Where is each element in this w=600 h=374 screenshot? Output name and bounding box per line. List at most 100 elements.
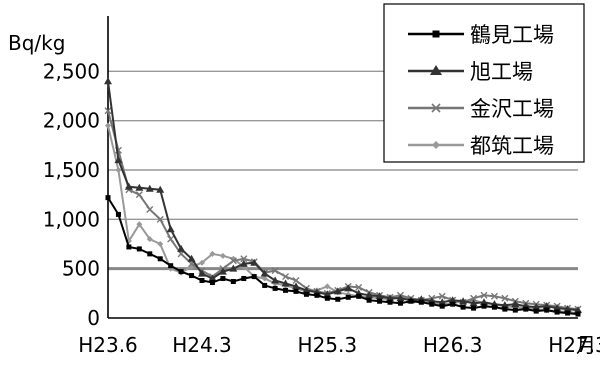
data-point xyxy=(471,305,477,311)
data-point xyxy=(450,301,456,307)
data-point xyxy=(292,277,300,285)
data-point xyxy=(240,255,248,263)
data-point xyxy=(292,282,300,290)
data-point xyxy=(229,257,237,265)
data-point xyxy=(565,310,571,316)
data-point xyxy=(563,305,572,313)
data-point xyxy=(136,221,143,228)
data-point xyxy=(229,264,238,272)
data-point xyxy=(553,304,562,312)
data-point xyxy=(272,285,278,291)
data-point xyxy=(199,259,205,266)
data-point xyxy=(387,299,393,305)
data-point xyxy=(219,252,226,259)
data-point xyxy=(490,292,498,300)
data-point xyxy=(429,301,435,307)
data-point xyxy=(460,304,466,310)
data-point xyxy=(554,309,560,315)
legend-item: 旭工場 xyxy=(408,60,533,84)
data-point xyxy=(502,306,508,312)
data-point xyxy=(314,292,320,298)
x-axis-unit-label: 月 xyxy=(576,333,596,357)
legend-marker xyxy=(430,65,442,75)
data-point xyxy=(575,311,581,317)
series-line xyxy=(107,81,579,312)
data-point xyxy=(448,296,457,304)
data-point xyxy=(365,291,374,299)
legend-item: 都筑工場 xyxy=(408,134,554,158)
data-point xyxy=(220,276,226,282)
data-point xyxy=(156,215,164,223)
data-point xyxy=(104,107,112,115)
data-point xyxy=(166,225,175,233)
data-point xyxy=(250,258,259,266)
data-point xyxy=(512,307,518,313)
legend-marker xyxy=(431,103,441,113)
x-tick-label: H26.3 xyxy=(423,333,483,357)
data-point xyxy=(209,279,215,285)
data-point xyxy=(230,278,236,284)
series-line xyxy=(107,197,579,316)
data-point xyxy=(281,279,290,287)
y-axis-label: Bq/kg xyxy=(8,31,65,55)
data-point xyxy=(396,294,405,302)
data-point xyxy=(114,156,123,164)
data-point xyxy=(199,278,205,284)
legend-label: 金沢工場 xyxy=(470,97,554,121)
data-point xyxy=(261,275,268,282)
data-point xyxy=(491,304,497,310)
data-point xyxy=(241,276,247,282)
x-tick-label: H27.3 xyxy=(548,333,600,357)
data-point xyxy=(115,167,122,173)
x-tick-label: H24.3 xyxy=(172,333,232,357)
data-point xyxy=(355,283,363,291)
data-point xyxy=(282,273,290,281)
series-0 xyxy=(105,195,581,317)
data-point xyxy=(187,254,196,262)
data-point xyxy=(324,295,330,301)
x-tick-layer: H23.6 H24.3 H25.3 H26.3 H27.3 xyxy=(78,333,600,357)
x-tick-label: H23.6 xyxy=(78,333,138,357)
data-point xyxy=(324,283,331,290)
data-point xyxy=(271,276,280,284)
data-point xyxy=(146,205,154,213)
data-point xyxy=(459,297,468,305)
data-point xyxy=(397,300,403,306)
data-point xyxy=(260,269,269,277)
y-tick-label: 2,500 xyxy=(43,59,100,83)
data-point xyxy=(344,284,353,292)
data-point xyxy=(105,122,111,129)
legend-item: 鶴見工場 xyxy=(408,23,554,47)
series-layer xyxy=(104,77,582,317)
data-point xyxy=(271,267,279,275)
data-point xyxy=(408,298,414,304)
data-point xyxy=(157,241,164,247)
data-point xyxy=(469,299,478,307)
data-point xyxy=(377,298,383,304)
y-tick-label: 0 xyxy=(87,306,100,330)
data-point xyxy=(136,246,142,252)
data-point xyxy=(386,294,394,302)
data-point xyxy=(135,191,143,199)
data-point xyxy=(239,259,248,267)
axis-layer: 0 500 1,000 1,500 2,000 2,500 xyxy=(43,16,578,330)
data-point xyxy=(470,294,478,302)
y-tick-label: 1,000 xyxy=(43,207,100,231)
data-point xyxy=(438,292,446,300)
data-point xyxy=(177,244,186,252)
data-point xyxy=(283,287,289,293)
data-point xyxy=(145,184,154,192)
data-point xyxy=(511,300,520,308)
series-line xyxy=(107,110,579,311)
data-point xyxy=(418,299,424,305)
data-point xyxy=(156,185,165,193)
data-point xyxy=(439,303,445,309)
data-point xyxy=(542,302,551,310)
data-point xyxy=(303,291,309,297)
data-point xyxy=(356,293,362,299)
data-point xyxy=(500,301,509,309)
y-tick-label: 2,000 xyxy=(43,109,100,133)
data-point xyxy=(366,297,372,303)
data-point xyxy=(115,211,121,217)
